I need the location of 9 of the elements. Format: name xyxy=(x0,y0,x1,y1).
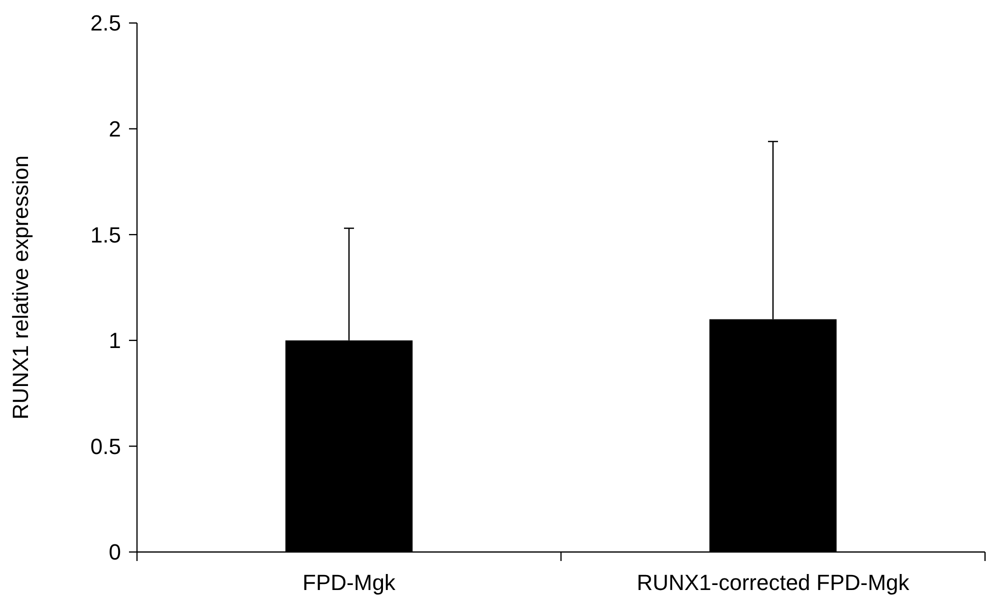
y-tick-label: 2.5 xyxy=(90,10,121,36)
y-tick-label: 0 xyxy=(108,540,121,565)
x-tick-label: FPD-Mgk xyxy=(302,570,396,595)
y-tick-label: 1.5 xyxy=(90,222,121,248)
y-tick-label: 1 xyxy=(108,328,121,354)
y-tick-label: 2 xyxy=(108,116,121,142)
x-tick-label: RUNX1-corrected FPD-Mgk xyxy=(636,570,910,595)
y-tick-label: 0.5 xyxy=(90,434,121,459)
y-axis-title: RUNX1 relative expression xyxy=(8,155,33,420)
